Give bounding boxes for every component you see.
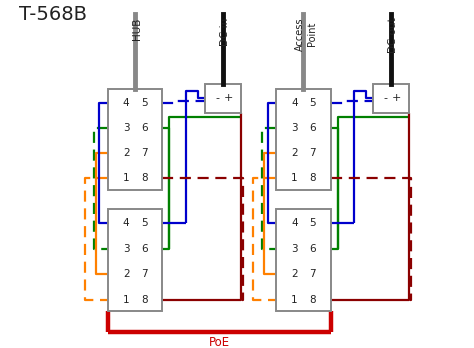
Text: +: + [224, 93, 233, 103]
Text: -: - [383, 93, 387, 103]
Text: 3: 3 [123, 244, 129, 254]
Bar [205, 84, 240, 113]
Text: 7: 7 [141, 269, 147, 279]
Text: +: + [392, 93, 401, 103]
Text: 8: 8 [141, 173, 147, 183]
Text: 7: 7 [309, 269, 316, 279]
Text: 4: 4 [291, 218, 298, 228]
Text: DC in: DC in [220, 17, 230, 46]
Text: PoE: PoE [209, 336, 230, 348]
Text: 7: 7 [141, 148, 147, 158]
Text: 5: 5 [309, 98, 316, 108]
Text: 8: 8 [141, 295, 147, 305]
Text: 5: 5 [141, 98, 147, 108]
Text: 4: 4 [291, 98, 298, 108]
Text: 5: 5 [309, 218, 316, 228]
Bar [276, 209, 331, 311]
Text: 1: 1 [123, 295, 129, 305]
Text: 3: 3 [291, 244, 298, 254]
Bar [108, 89, 162, 190]
Text: 8: 8 [309, 295, 316, 305]
Text: 4: 4 [123, 218, 129, 228]
Text: T-568B: T-568B [19, 5, 87, 24]
Text: 3: 3 [291, 123, 298, 133]
Text: 6: 6 [309, 244, 316, 254]
Text: 6: 6 [309, 123, 316, 133]
Text: HUB: HUB [132, 17, 143, 40]
Text: 5: 5 [141, 218, 147, 228]
Text: 7: 7 [309, 148, 316, 158]
Text: 2: 2 [291, 148, 298, 158]
Text: 1: 1 [291, 295, 298, 305]
Text: DC out: DC out [388, 17, 399, 53]
Text: -: - [215, 93, 219, 103]
Text: 2: 2 [123, 269, 129, 279]
Text: 2: 2 [123, 148, 129, 158]
Text: 2: 2 [291, 269, 298, 279]
Text: 3: 3 [123, 123, 129, 133]
Text: 4: 4 [123, 98, 129, 108]
Bar [108, 209, 162, 311]
Text: 1: 1 [291, 173, 298, 183]
Bar [373, 84, 409, 113]
Text: Access
Point: Access Point [295, 17, 317, 51]
Text: 8: 8 [309, 173, 316, 183]
Text: 1: 1 [123, 173, 129, 183]
Bar [276, 89, 331, 190]
Text: 6: 6 [141, 123, 147, 133]
Text: 6: 6 [141, 244, 147, 254]
